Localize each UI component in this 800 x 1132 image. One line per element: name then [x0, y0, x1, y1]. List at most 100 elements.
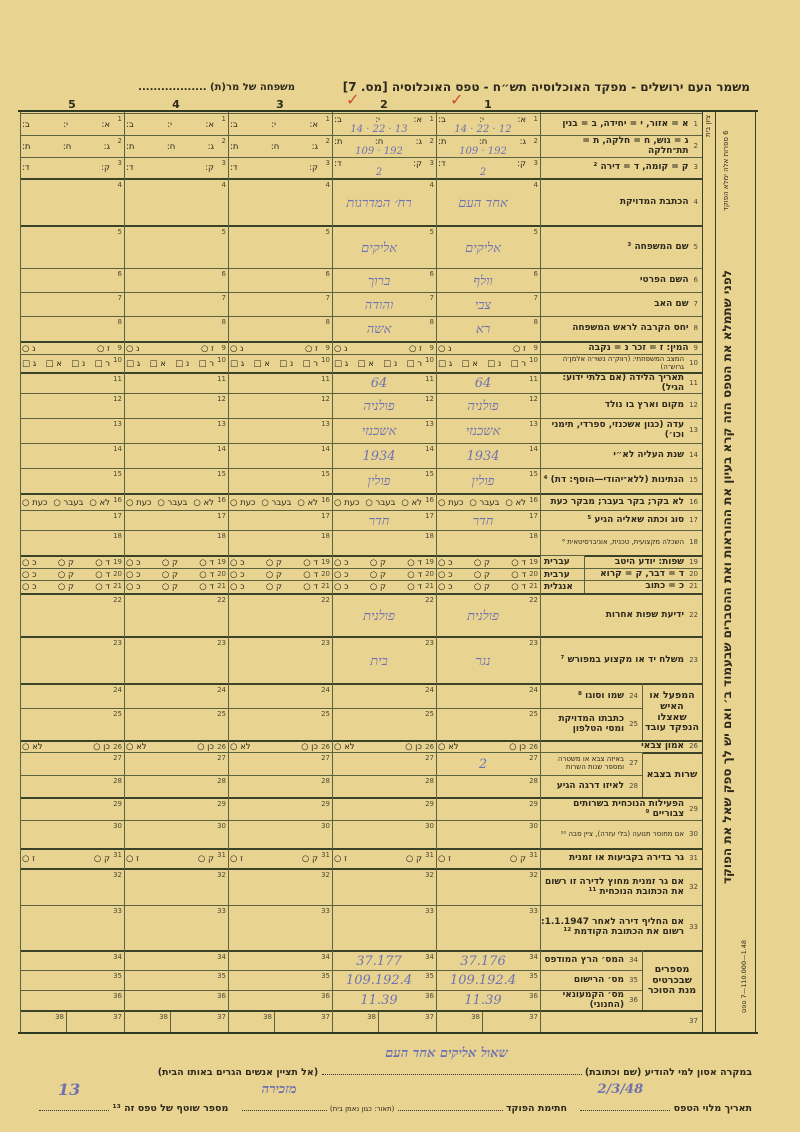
answer-cell[interactable]: 30 — [124, 820, 228, 848]
answer-cell[interactable]: 33 — [20, 905, 124, 950]
option[interactable]: ז ○ — [334, 854, 348, 864]
option[interactable]: ג □ — [334, 358, 349, 369]
answer-cell[interactable]: 37 38 — [228, 1010, 332, 1034]
answer-cell[interactable]: 36 — [124, 990, 228, 1010]
answer-cell[interactable]: 20 ד ○ ק ○ כ ○ — [20, 568, 124, 580]
option[interactable]: ר □ — [406, 358, 422, 369]
answer-cell[interactable]: 37 38 — [332, 1010, 436, 1034]
answer-cell[interactable]: 6 — [228, 268, 332, 292]
answer-cell[interactable]: 2 ג: ח: ת: 192 · 109 — [332, 135, 436, 157]
answer-cell[interactable]: 23 — [228, 636, 332, 683]
answer-cell[interactable]: 16 לא ○ בעבר ○ כעת ○ — [436, 493, 540, 510]
answer-cell[interactable]: 7 — [228, 292, 332, 316]
answer-cell[interactable]: 35 109.192.4 — [332, 970, 436, 990]
answer-cell[interactable]: 7 — [20, 292, 124, 316]
option[interactable]: ג: — [103, 141, 110, 152]
answer-cell[interactable]: 13 אשכנזי — [436, 418, 540, 443]
option[interactable]: ג: — [311, 141, 318, 152]
option[interactable]: ת: — [230, 141, 239, 152]
answer-cell[interactable]: 29 — [332, 797, 436, 820]
answer-cell[interactable]: 15 פולין — [436, 468, 540, 493]
option[interactable]: ת: — [22, 141, 31, 152]
answer-cell[interactable]: 3 ק: ד: 2 — [436, 157, 540, 178]
description-field[interactable]: מזכירה — [241, 1082, 327, 1111]
answer-cell[interactable]: 4 — [228, 178, 332, 225]
answer-cell[interactable]: 2 ג: ח: ת: — [20, 135, 124, 157]
option[interactable]: א □ — [357, 358, 374, 369]
answer-cell[interactable]: 22 — [20, 593, 124, 636]
answer-cell[interactable]: 22 — [124, 593, 228, 636]
answer-cell[interactable]: 14 — [20, 443, 124, 468]
option[interactable]: ק: — [101, 163, 110, 173]
answer-cell[interactable]: 14 — [124, 443, 228, 468]
answer-cell[interactable]: 19 ד ○ ק ○ כ ○ — [436, 555, 540, 568]
answer-cell[interactable]: 19 ד ○ ק ○ כ ○ — [124, 555, 228, 568]
option[interactable]: ר □ — [510, 358, 526, 369]
option[interactable]: ד ○ — [199, 569, 214, 580]
option[interactable]: כעת ○ — [438, 497, 464, 508]
officer-signature-field[interactable] — [397, 1098, 503, 1111]
option[interactable]: ר □ — [302, 358, 318, 369]
answer-cell[interactable]: 28 — [332, 775, 436, 797]
option[interactable]: ד: — [22, 163, 30, 173]
option[interactable]: ר □ — [198, 358, 214, 369]
option[interactable]: לא ○ — [89, 497, 110, 508]
answer-cell[interactable]: 22 פולנית — [332, 593, 436, 636]
answer-cell[interactable]: 7 צבי — [436, 292, 540, 316]
answer-cell[interactable]: 31 ק ○ ז ○ — [436, 848, 540, 868]
answer-cell[interactable]: 8 — [20, 316, 124, 341]
option[interactable]: ב: — [334, 115, 342, 125]
option[interactable]: ז ○ — [512, 343, 526, 354]
option[interactable]: ד ○ — [95, 557, 110, 568]
answer-cell[interactable]: 19 ד ○ ק ○ כ ○ — [20, 555, 124, 568]
option[interactable]: ק ○ — [161, 582, 179, 592]
option[interactable]: ק ○ — [265, 582, 283, 592]
answer-cell[interactable]: 16 לא ○ בעבר ○ כעת ○ — [124, 493, 228, 510]
answer-cell[interactable]: 18 — [228, 530, 332, 555]
answer-cell[interactable]: 17 — [228, 510, 332, 530]
option[interactable]: ק ○ — [93, 854, 110, 864]
answer-cell[interactable]: 34 37.177 — [332, 950, 436, 970]
option[interactable]: כ ○ — [334, 557, 349, 568]
answer-cell[interactable]: 11 — [124, 372, 228, 393]
option[interactable]: כ ○ — [230, 582, 245, 592]
option[interactable]: ק ○ — [265, 569, 283, 580]
answer-cell[interactable]: 34 — [228, 950, 332, 970]
answer-cell[interactable]: 4 אחד העם — [436, 178, 540, 225]
answer-cell[interactable]: 21 ד ○ ק ○ כ ○ — [228, 580, 332, 593]
option[interactable]: כעת ○ — [230, 497, 256, 508]
answer-cell[interactable]: 3 ק: ד: — [20, 157, 124, 178]
answer-cell[interactable]: 23 — [124, 636, 228, 683]
option[interactable]: ק: — [413, 159, 422, 169]
option[interactable]: ז ○ — [304, 343, 318, 354]
answer-cell[interactable]: 8 — [124, 316, 228, 341]
answer-cell[interactable]: 14 1934 — [436, 443, 540, 468]
option[interactable]: ג: — [207, 141, 214, 152]
option[interactable]: א □ — [45, 358, 62, 369]
answer-cell[interactable]: 23 נגר — [436, 636, 540, 683]
answer-cell[interactable]: 6 ברוך — [332, 268, 436, 292]
option[interactable]: ק ○ — [301, 854, 318, 864]
option[interactable]: א: — [517, 115, 526, 125]
answer-cell[interactable]: 30 — [20, 820, 124, 848]
answer-cell[interactable]: 24 — [332, 683, 436, 708]
answer-cell[interactable]: 10 ר □ נ □ א □ ג □ — [332, 354, 436, 372]
option[interactable]: י: — [375, 115, 380, 125]
date-field[interactable]: 2/3/48 — [580, 1082, 671, 1111]
answer-cell[interactable]: 32 — [124, 868, 228, 905]
option[interactable]: ח: — [270, 141, 280, 152]
answer-cell[interactable]: 17 — [20, 510, 124, 530]
option[interactable]: כ ○ — [126, 582, 141, 592]
option[interactable]: לא ○ — [230, 742, 251, 752]
answer-cell[interactable]: 15 פולין — [332, 468, 436, 493]
option[interactable]: ב: — [230, 119, 238, 130]
answer-cell[interactable]: 12 — [20, 393, 124, 418]
option[interactable]: בעבר ○ — [261, 497, 292, 508]
answer-cell[interactable]: 24 — [124, 683, 228, 708]
answer-cell[interactable]: 13 אשכנזי — [332, 418, 436, 443]
answer-cell[interactable]: 18 — [436, 530, 540, 555]
answer-cell[interactable]: 31 ק ○ ז ○ — [20, 848, 124, 868]
answer-cell[interactable]: 5 אליקים — [436, 225, 540, 268]
option[interactable]: ח: — [166, 141, 176, 152]
answer-cell[interactable]: 31 ק ○ ז ○ — [228, 848, 332, 868]
